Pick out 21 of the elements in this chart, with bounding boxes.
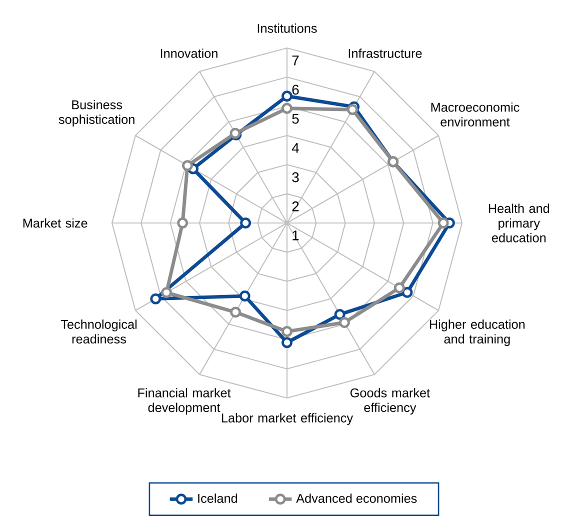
- spoke-label: Technological readiness: [60, 320, 137, 344]
- spoke-label: Labor market efficiency: [222, 413, 354, 425]
- legend-label: Iceland: [198, 494, 238, 503]
- spoke-label: Higher education and training: [430, 320, 525, 346]
- spoke-label: Macroeconomic environment: [431, 102, 520, 126]
- y-tick-label: 5: [292, 114, 299, 124]
- spoke-label: Infrastructure: [348, 48, 422, 58]
- legend-label: Advanced economies: [296, 494, 417, 503]
- spoke-label: Goods market efficiency: [350, 388, 430, 415]
- y-tick-label: 6: [292, 84, 299, 95]
- y-tick-label: 4: [292, 143, 299, 153]
- spoke-label: Market size: [23, 218, 88, 228]
- spoke-label: Institutions: [258, 24, 317, 33]
- y-tick-label: 3: [292, 172, 299, 182]
- spoke-label: Health and primary education: [488, 204, 550, 242]
- spoke-label: Business sophistication: [58, 100, 134, 126]
- spoke-label: Financial market development: [138, 388, 231, 415]
- y-tick-label: 7: [292, 56, 299, 66]
- y-tick-label: 1: [292, 230, 299, 240]
- spoke-label: Innovation: [160, 48, 218, 58]
- y-tick-label: 2: [292, 201, 299, 212]
